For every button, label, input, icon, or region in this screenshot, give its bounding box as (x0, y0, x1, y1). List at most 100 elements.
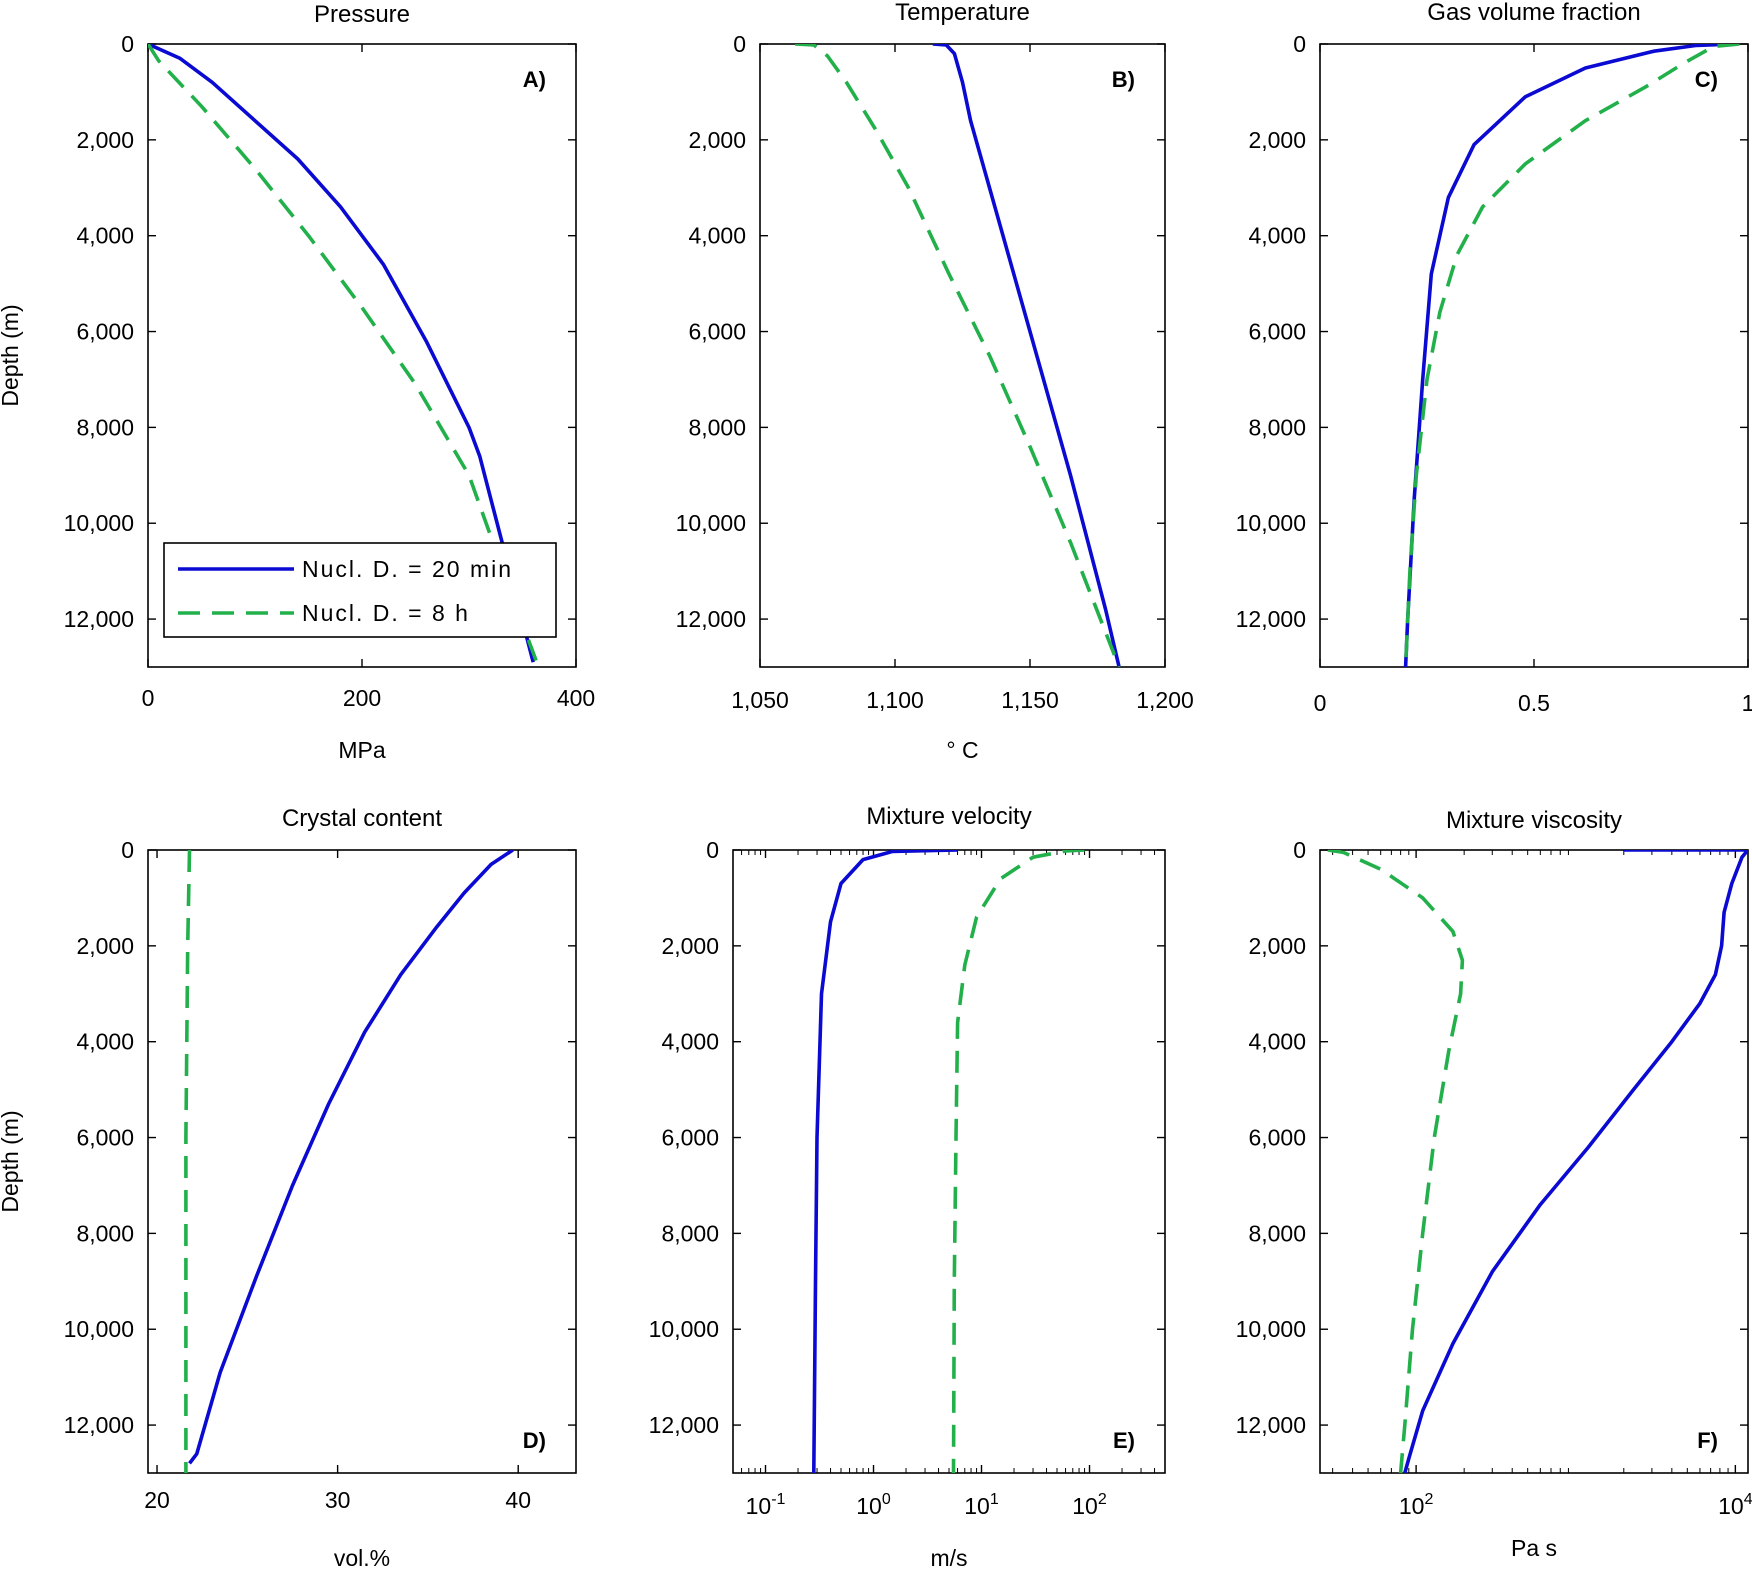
panel-letter: F) (1697, 1428, 1718, 1453)
panel-letter: A) (523, 67, 546, 92)
chart-title: Temperature (895, 0, 1030, 26)
x-tick-exponent: 0 (882, 1491, 891, 1508)
axes-box (1319, 849, 1749, 1474)
y-tick-label: 6,000 (661, 1125, 719, 1151)
axes-box (1319, 43, 1749, 668)
panel-letter: D) (523, 1428, 546, 1453)
y-tick-label: 10,000 (676, 510, 746, 536)
x-tick-label: 104 (1718, 1491, 1752, 1519)
x-tick-label: 102 (1399, 1491, 1434, 1519)
y-tick-label: 4,000 (1248, 1029, 1306, 1055)
chart-panel-5: Mixture velocity 0 2,000 4,000 6,000 8,000 10,… (649, 803, 1166, 1569)
y-tick-label: 8,000 (1248, 414, 1306, 440)
panel-letter: B) (1112, 67, 1135, 92)
y-tick-label: 4,000 (1248, 223, 1306, 249)
y-tick-label: 6,000 (76, 1125, 134, 1151)
chart-title: Crystal content (282, 805, 442, 832)
legend-label-2: Nucl. D. = 8 h (302, 600, 470, 626)
y-tick-label: 2,000 (76, 933, 134, 959)
x-tick-label: 40 (505, 1487, 531, 1513)
chart-panel-6: Mixture viscosity 0 2,000 4,000 6,000 8,000 10… (1236, 807, 1752, 1561)
legend-label-1: Nucl. D. = 20 min (302, 556, 513, 582)
series-line-2 (1327, 850, 1465, 1473)
x-tick-label: 1,050 (731, 687, 789, 713)
series-line-1 (148, 44, 535, 663)
x-axis-label: MPa (338, 737, 386, 763)
y-tick-label: 0 (706, 837, 719, 863)
x-tick-label: 1,150 (1001, 687, 1059, 713)
series-line-1 (1403, 850, 1748, 1473)
series-line-2 (148, 44, 541, 667)
x-tick-exponent: 2 (1098, 1491, 1107, 1508)
x-tick-label: 1,200 (1136, 687, 1194, 713)
y-tick-label: 12,000 (64, 606, 134, 632)
y-tick-label: 2,000 (1248, 127, 1306, 153)
y-tick-label: 12,000 (1236, 1412, 1306, 1438)
x-tick-exponent: 2 (1424, 1491, 1433, 1508)
x-tick-exponent: -1 (771, 1491, 785, 1508)
x-tick-label: 0 (142, 685, 155, 711)
y-tick-label: 10,000 (64, 510, 134, 536)
series-line-2 (1403, 44, 1740, 667)
x-axis-label: ° C (946, 737, 978, 763)
panel-letter: E) (1113, 1428, 1135, 1453)
y-tick-label: 10,000 (649, 1316, 719, 1342)
y-tick-label: 6,000 (76, 319, 134, 345)
y-tick-label: 6,000 (1248, 319, 1306, 345)
series-line-1 (1403, 44, 1736, 667)
y-tick-label: 12,000 (1236, 606, 1306, 632)
legend-box (163, 542, 557, 638)
y-tick-label: 0 (121, 31, 134, 57)
y-tick-label: 10,000 (1236, 510, 1306, 536)
x-axis-label: m/s (930, 1545, 967, 1569)
x-tick-label: 400 (557, 685, 595, 711)
y-tick-label: 10,000 (1236, 1316, 1306, 1342)
y-tick-label: 2,000 (661, 933, 719, 959)
y-tick-label: 8,000 (76, 414, 134, 440)
x-axis-label: Pa s (1511, 1535, 1557, 1561)
y-tick-label: 6,000 (688, 319, 746, 345)
y-tick-label: 2,000 (1248, 933, 1306, 959)
x-tick-label: 1 (1742, 690, 1752, 716)
axes-box (759, 43, 1166, 668)
y-tick-label: 12,000 (64, 1412, 134, 1438)
y-tick-label: 0 (733, 31, 746, 57)
y-tick-label: 8,000 (661, 1220, 719, 1246)
y-tick-label: 10,000 (64, 1316, 134, 1342)
y-tick-label: 0 (121, 837, 134, 863)
legend: Nucl. D. = 20 min Nucl. D. = 8 h (163, 542, 557, 638)
series-line-2 (951, 850, 1085, 1473)
x-tick-label: 100 (856, 1491, 891, 1519)
y-tick-label: 4,000 (688, 223, 746, 249)
chart-panel-3: Gas volume fraction 0 2,000 4,000 6,000 8,000… (1236, 0, 1752, 716)
y-axis-label: Depth (m) (0, 1110, 23, 1212)
chart-title: Mixture velocity (866, 803, 1031, 830)
x-tick-label: 101 (964, 1491, 999, 1519)
y-tick-label: 8,000 (688, 414, 746, 440)
y-tick-label: 0 (1293, 837, 1306, 863)
y-tick-label: 4,000 (661, 1029, 719, 1055)
series-line-1 (812, 850, 958, 1473)
y-axis-label: Depth (m) (0, 304, 23, 406)
series-line-1 (932, 44, 1121, 667)
y-tick-label: 8,000 (1248, 1220, 1306, 1246)
y-tick-label: 2,000 (688, 127, 746, 153)
x-tick-exponent: 4 (1744, 1491, 1752, 1508)
x-tick-label: 200 (343, 685, 381, 711)
y-tick-label: 4,000 (76, 1029, 134, 1055)
x-tick-label: 0 (1314, 690, 1327, 716)
x-tick-label: 30 (325, 1487, 351, 1513)
axes-box (732, 849, 1166, 1474)
y-tick-label: 8,000 (76, 1220, 134, 1246)
y-tick-label: 0 (1293, 31, 1306, 57)
x-tick-label: 102 (1072, 1491, 1107, 1519)
y-tick-label: 2,000 (76, 127, 134, 153)
y-tick-label: 12,000 (649, 1412, 719, 1438)
x-tick-exponent: 1 (990, 1491, 999, 1508)
x-axis-label: vol.% (334, 1545, 390, 1569)
axes-box (147, 849, 577, 1474)
series-line-2 (795, 44, 1121, 667)
y-tick-label: 6,000 (1248, 1125, 1306, 1151)
chart-title: Gas volume fraction (1427, 0, 1640, 26)
